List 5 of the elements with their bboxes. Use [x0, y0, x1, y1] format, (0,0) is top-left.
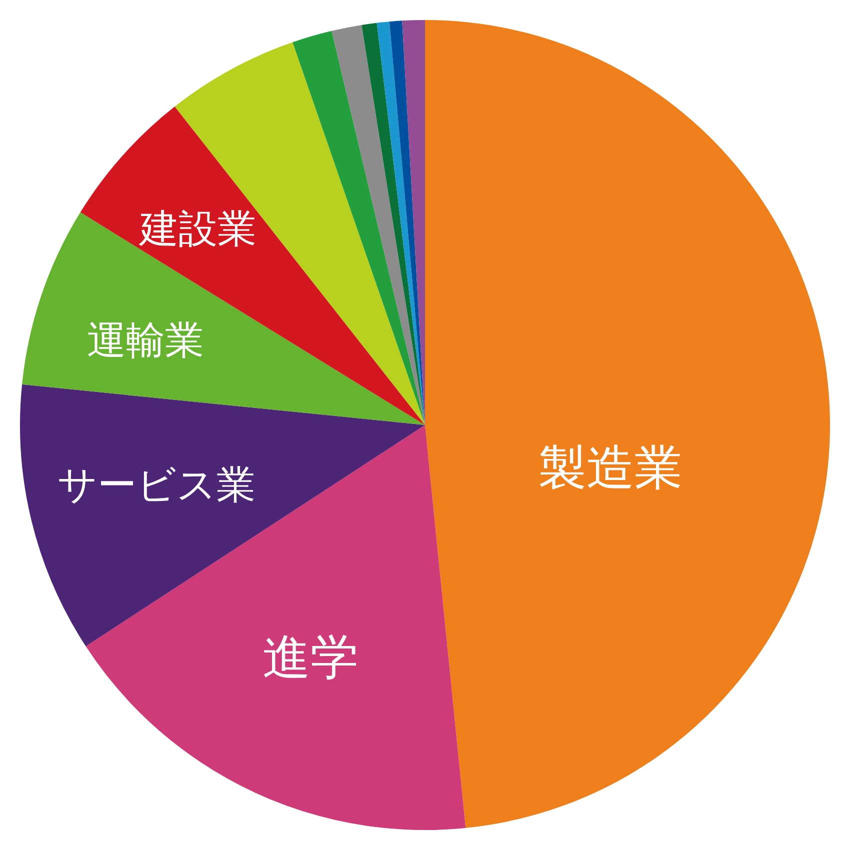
slice-label: 建設業: [138, 206, 256, 252]
slice-label: 運輸業: [87, 318, 204, 364]
slice-label: 製造業: [538, 440, 682, 496]
slice-label: サービス業: [57, 462, 256, 508]
slice-label: 進学: [262, 629, 358, 686]
